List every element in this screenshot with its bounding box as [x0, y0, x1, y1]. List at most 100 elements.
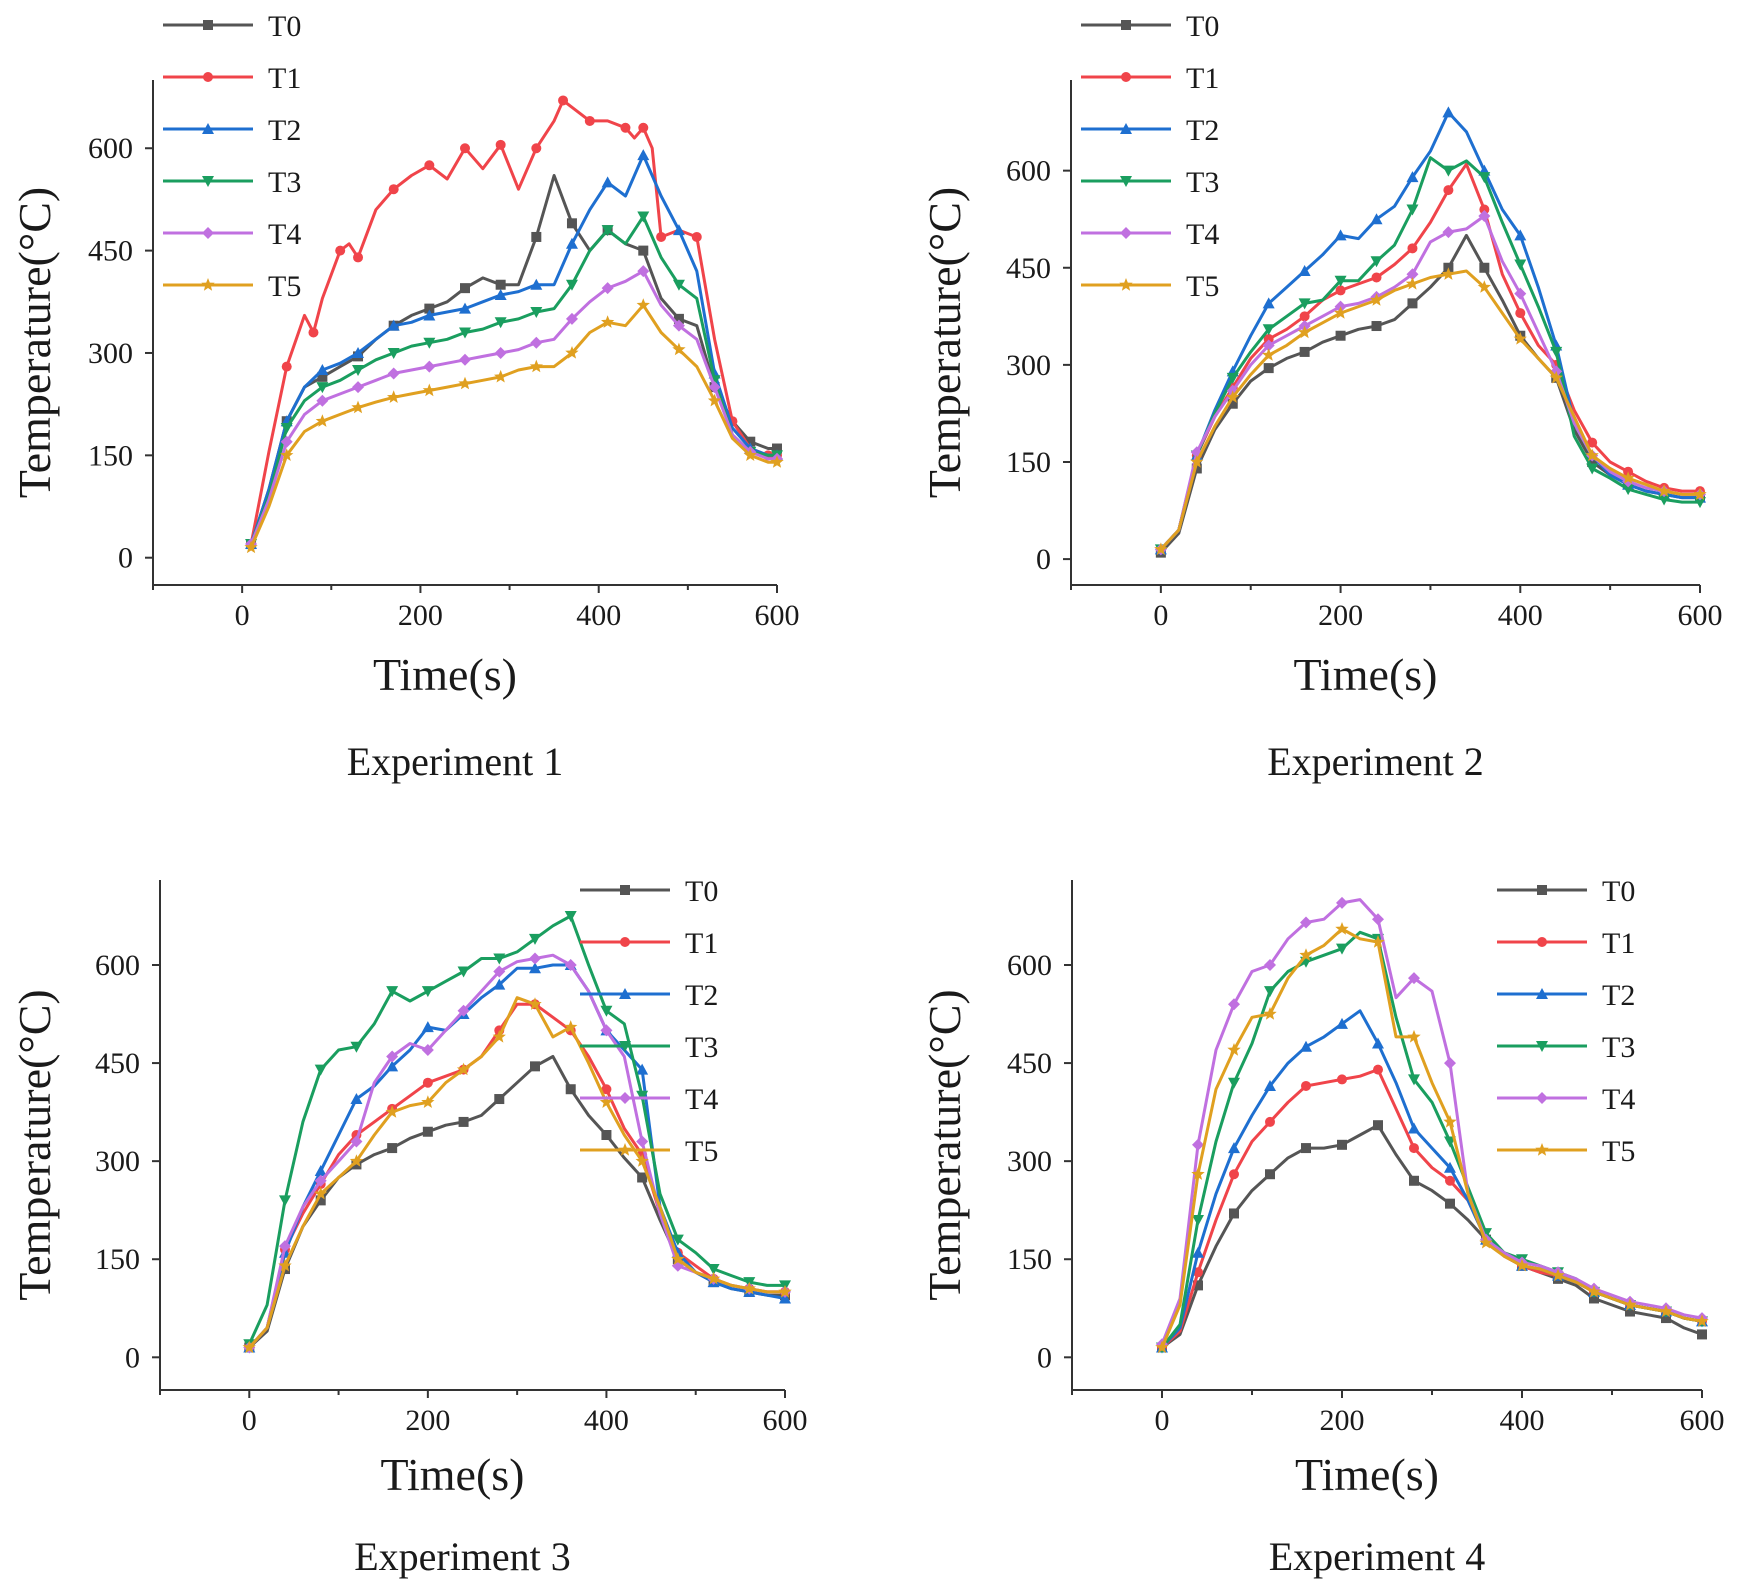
data-point-T2 — [1300, 1040, 1312, 1052]
data-point-T4 — [387, 367, 400, 380]
data-point-T3 — [457, 966, 470, 978]
data-point-T3 — [1262, 324, 1275, 336]
data-point-T5 — [1155, 1340, 1169, 1354]
y-tick-label: 0 — [1036, 543, 1051, 576]
data-point-T0 — [351, 1159, 362, 1170]
data-point-T4 — [1442, 226, 1455, 239]
legend-marker — [1120, 227, 1132, 239]
data-point-T4 — [565, 312, 578, 325]
data-point-T5 — [1443, 1114, 1457, 1128]
x-tick-label: 200 — [398, 599, 443, 632]
data-point-T4 — [457, 1004, 470, 1017]
legend-item-T1: T1 — [580, 927, 718, 960]
data-point-T0 — [1625, 1306, 1635, 1317]
data-point-T1 — [495, 139, 506, 150]
data-point-T5 — [1695, 1314, 1709, 1327]
data-point-T1 — [388, 184, 399, 195]
data-point-T1 — [1299, 311, 1310, 322]
series-line-T1 — [247, 1002, 787, 1349]
data-point-T2 — [316, 364, 329, 376]
data-point-T5 — [314, 1186, 328, 1200]
data-point-T3 — [1478, 172, 1491, 184]
series-line-T2 — [249, 153, 779, 546]
data-point-T1 — [1407, 243, 1418, 254]
legend-marker — [619, 1041, 631, 1052]
data-point-T5 — [1335, 922, 1349, 935]
data-point-T5 — [1657, 484, 1671, 497]
data-point-T0 — [1587, 456, 1598, 467]
data-point-T5 — [1227, 1043, 1241, 1056]
data-point-T5 — [1585, 448, 1599, 462]
series-line-T0 — [1160, 1123, 1704, 1349]
legend-label: T5 — [1602, 1135, 1635, 1168]
legend-label: T1 — [685, 927, 718, 960]
data-point-T0 — [317, 371, 328, 382]
series-line-T5 — [247, 996, 787, 1349]
data-point-T0 — [1193, 1280, 1203, 1291]
legend: T0 T1 T2 T3 T4 T5 — [163, 10, 301, 303]
x-tick-label: 400 — [1500, 1404, 1545, 1437]
data-point-T2 — [1444, 1161, 1456, 1173]
data-point-T0 — [1409, 1175, 1419, 1186]
data-point-T5 — [315, 414, 329, 427]
data-point-T0 — [1299, 346, 1310, 357]
data-point-T4 — [1264, 959, 1276, 971]
legend-marker — [202, 227, 214, 239]
legend: T0 T1 T2 T3 T4 T5 — [580, 875, 718, 1168]
data-point-T4 — [530, 336, 543, 349]
data-point-T3 — [671, 1234, 684, 1246]
data-point-T3 — [386, 986, 399, 998]
data-point-T2 — [493, 978, 506, 990]
data-point-T0 — [460, 283, 470, 294]
y-tick-label: 300 — [95, 1145, 140, 1178]
legend-item-T1: T1 — [1081, 62, 1219, 95]
data-point-T0 — [1661, 1313, 1671, 1324]
legend-item-T1: T1 — [163, 62, 301, 95]
data-point-T5 — [601, 315, 615, 328]
legend-item-T0: T0 — [1497, 875, 1635, 908]
data-point-T3 — [423, 337, 436, 349]
data-point-T1 — [620, 122, 631, 133]
legend-marker — [1121, 72, 1131, 82]
y-tick-label: 300 — [88, 337, 133, 370]
legend-item-T5: T5 — [163, 270, 301, 303]
legend-marker — [1537, 937, 1547, 947]
series-line-T4 — [1160, 898, 1704, 1346]
y-tick-label: 600 — [1006, 155, 1051, 188]
data-point-T2 — [1228, 1142, 1240, 1154]
x-tick-label: 600 — [755, 599, 800, 632]
panel-experiment-2: 0 200 400 600 0 150 300 450 600 Time(s) Temperatur… — [919, 10, 1723, 784]
data-point-T1 — [531, 143, 542, 154]
data-point-T2 — [1514, 229, 1527, 241]
y-tick-label: 300 — [1006, 349, 1051, 382]
data-point-T4 — [350, 1135, 363, 1148]
data-point-T4 — [352, 381, 365, 394]
y-axis-title: Temperature(°C) — [919, 989, 970, 1300]
data-point-T3 — [1370, 256, 1383, 268]
data-point-T0 — [1479, 262, 1490, 273]
series-T5 — [1155, 922, 1709, 1354]
legend-label: T4 — [1602, 1083, 1635, 1116]
legend-label: T0 — [1186, 10, 1219, 43]
data-point-T2 — [565, 237, 578, 249]
data-point-T1 — [1371, 272, 1382, 283]
data-point-T2 — [314, 1164, 327, 1176]
data-point-T4 — [637, 265, 650, 278]
legend-item-T4: T4 — [1081, 218, 1219, 251]
legend-label: T5 — [1186, 270, 1219, 303]
data-point-T5 — [743, 448, 757, 461]
chart-caption: Experiment 1 — [347, 739, 564, 784]
x-tick-label: 600 — [763, 1404, 808, 1437]
data-point-T3 — [1406, 204, 1419, 216]
data-point-T3 — [637, 211, 650, 223]
data-point-T3 — [1408, 1074, 1420, 1086]
legend-label: T4 — [268, 218, 301, 251]
data-point-T5 — [778, 1284, 792, 1298]
data-point-T3 — [1192, 1215, 1204, 1226]
data-point-T4 — [314, 1174, 327, 1187]
data-point-T2 — [1264, 1079, 1276, 1091]
data-point-T2 — [350, 1093, 363, 1105]
data-point-T5 — [1405, 276, 1420, 290]
legend: T0 T1 T2 T3 T4 T5 — [1081, 10, 1219, 303]
data-point-T5 — [770, 455, 784, 468]
